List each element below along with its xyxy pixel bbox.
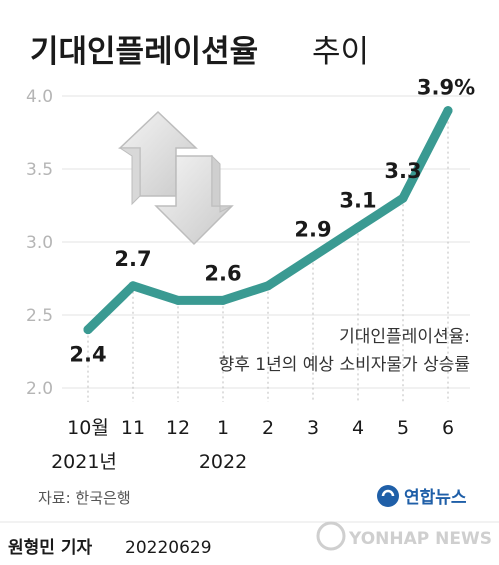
y-axis: 2.0 2.5 3.0 3.5 4.0 <box>26 87 53 399</box>
data-point <box>263 281 273 291</box>
x-tick-label: 1 <box>217 417 229 439</box>
data-label: 3.9% <box>417 76 475 100</box>
data-label: 2.6 <box>204 261 241 285</box>
y-tick-label: 4.0 <box>26 87 53 107</box>
grid <box>62 95 470 389</box>
data-label: 2.9 <box>294 218 331 242</box>
data-point <box>173 295 183 305</box>
yonhap-watermark: YONHAP NEWS <box>316 521 492 551</box>
data-labels: 2.4 2.7 2.6 2.9 3.1 3.3 3.9% <box>69 76 475 367</box>
author-label: 원형민 기자 <box>8 537 92 558</box>
x-tick-label: 3 <box>307 417 319 439</box>
y-tick-label: 2.0 <box>26 379 53 399</box>
x-tick-label: 6 <box>442 417 454 439</box>
data-point <box>218 295 228 305</box>
yonhap-logo: 연합뉴스 <box>377 485 467 508</box>
x-tick-label: 11 <box>121 417 145 439</box>
x-tick-label: 12 <box>166 417 190 439</box>
data-label: 2.7 <box>114 247 151 271</box>
x-year-label: 2022 <box>199 451 247 473</box>
x-guides <box>87 116 449 402</box>
x-tick-label: 2 <box>262 417 274 439</box>
note-line-2: 향후 1년의 예상 소비자물가 상승률 <box>219 355 470 375</box>
y-tick-label: 2.5 <box>26 306 53 326</box>
chart-title-suffix: 추이 <box>312 34 369 70</box>
data-label: 3.1 <box>339 188 376 212</box>
x-tick-label: 10월 <box>67 417 109 439</box>
x-tick-label: 4 <box>352 417 364 439</box>
data-point <box>83 325 93 335</box>
data-point <box>128 281 138 291</box>
data-label: 3.3 <box>384 159 421 183</box>
date-label: 20220629 <box>125 538 212 558</box>
logo-text: 연합뉴스 <box>404 487 467 508</box>
data-point <box>308 252 318 262</box>
x-year-label: 2021년 <box>51 451 117 473</box>
agency-watermark: YONHAP NEWS <box>348 529 492 549</box>
source-label: 자료: 한국은행 <box>38 489 131 507</box>
data-point <box>353 222 363 232</box>
chart-title: 기대인플레이션율 <box>30 34 258 70</box>
data-label: 2.4 <box>69 343 106 367</box>
data-point <box>398 193 408 203</box>
y-tick-label: 3.0 <box>26 233 53 253</box>
up-down-arrows-icon <box>118 110 234 246</box>
data-point <box>443 106 453 116</box>
y-tick-label: 3.5 <box>26 160 53 180</box>
series-points <box>83 106 453 335</box>
footer-bar <box>0 522 499 565</box>
x-tick-label: 5 <box>397 417 409 439</box>
note-line-1: 기대인플레이션율: <box>339 327 470 347</box>
